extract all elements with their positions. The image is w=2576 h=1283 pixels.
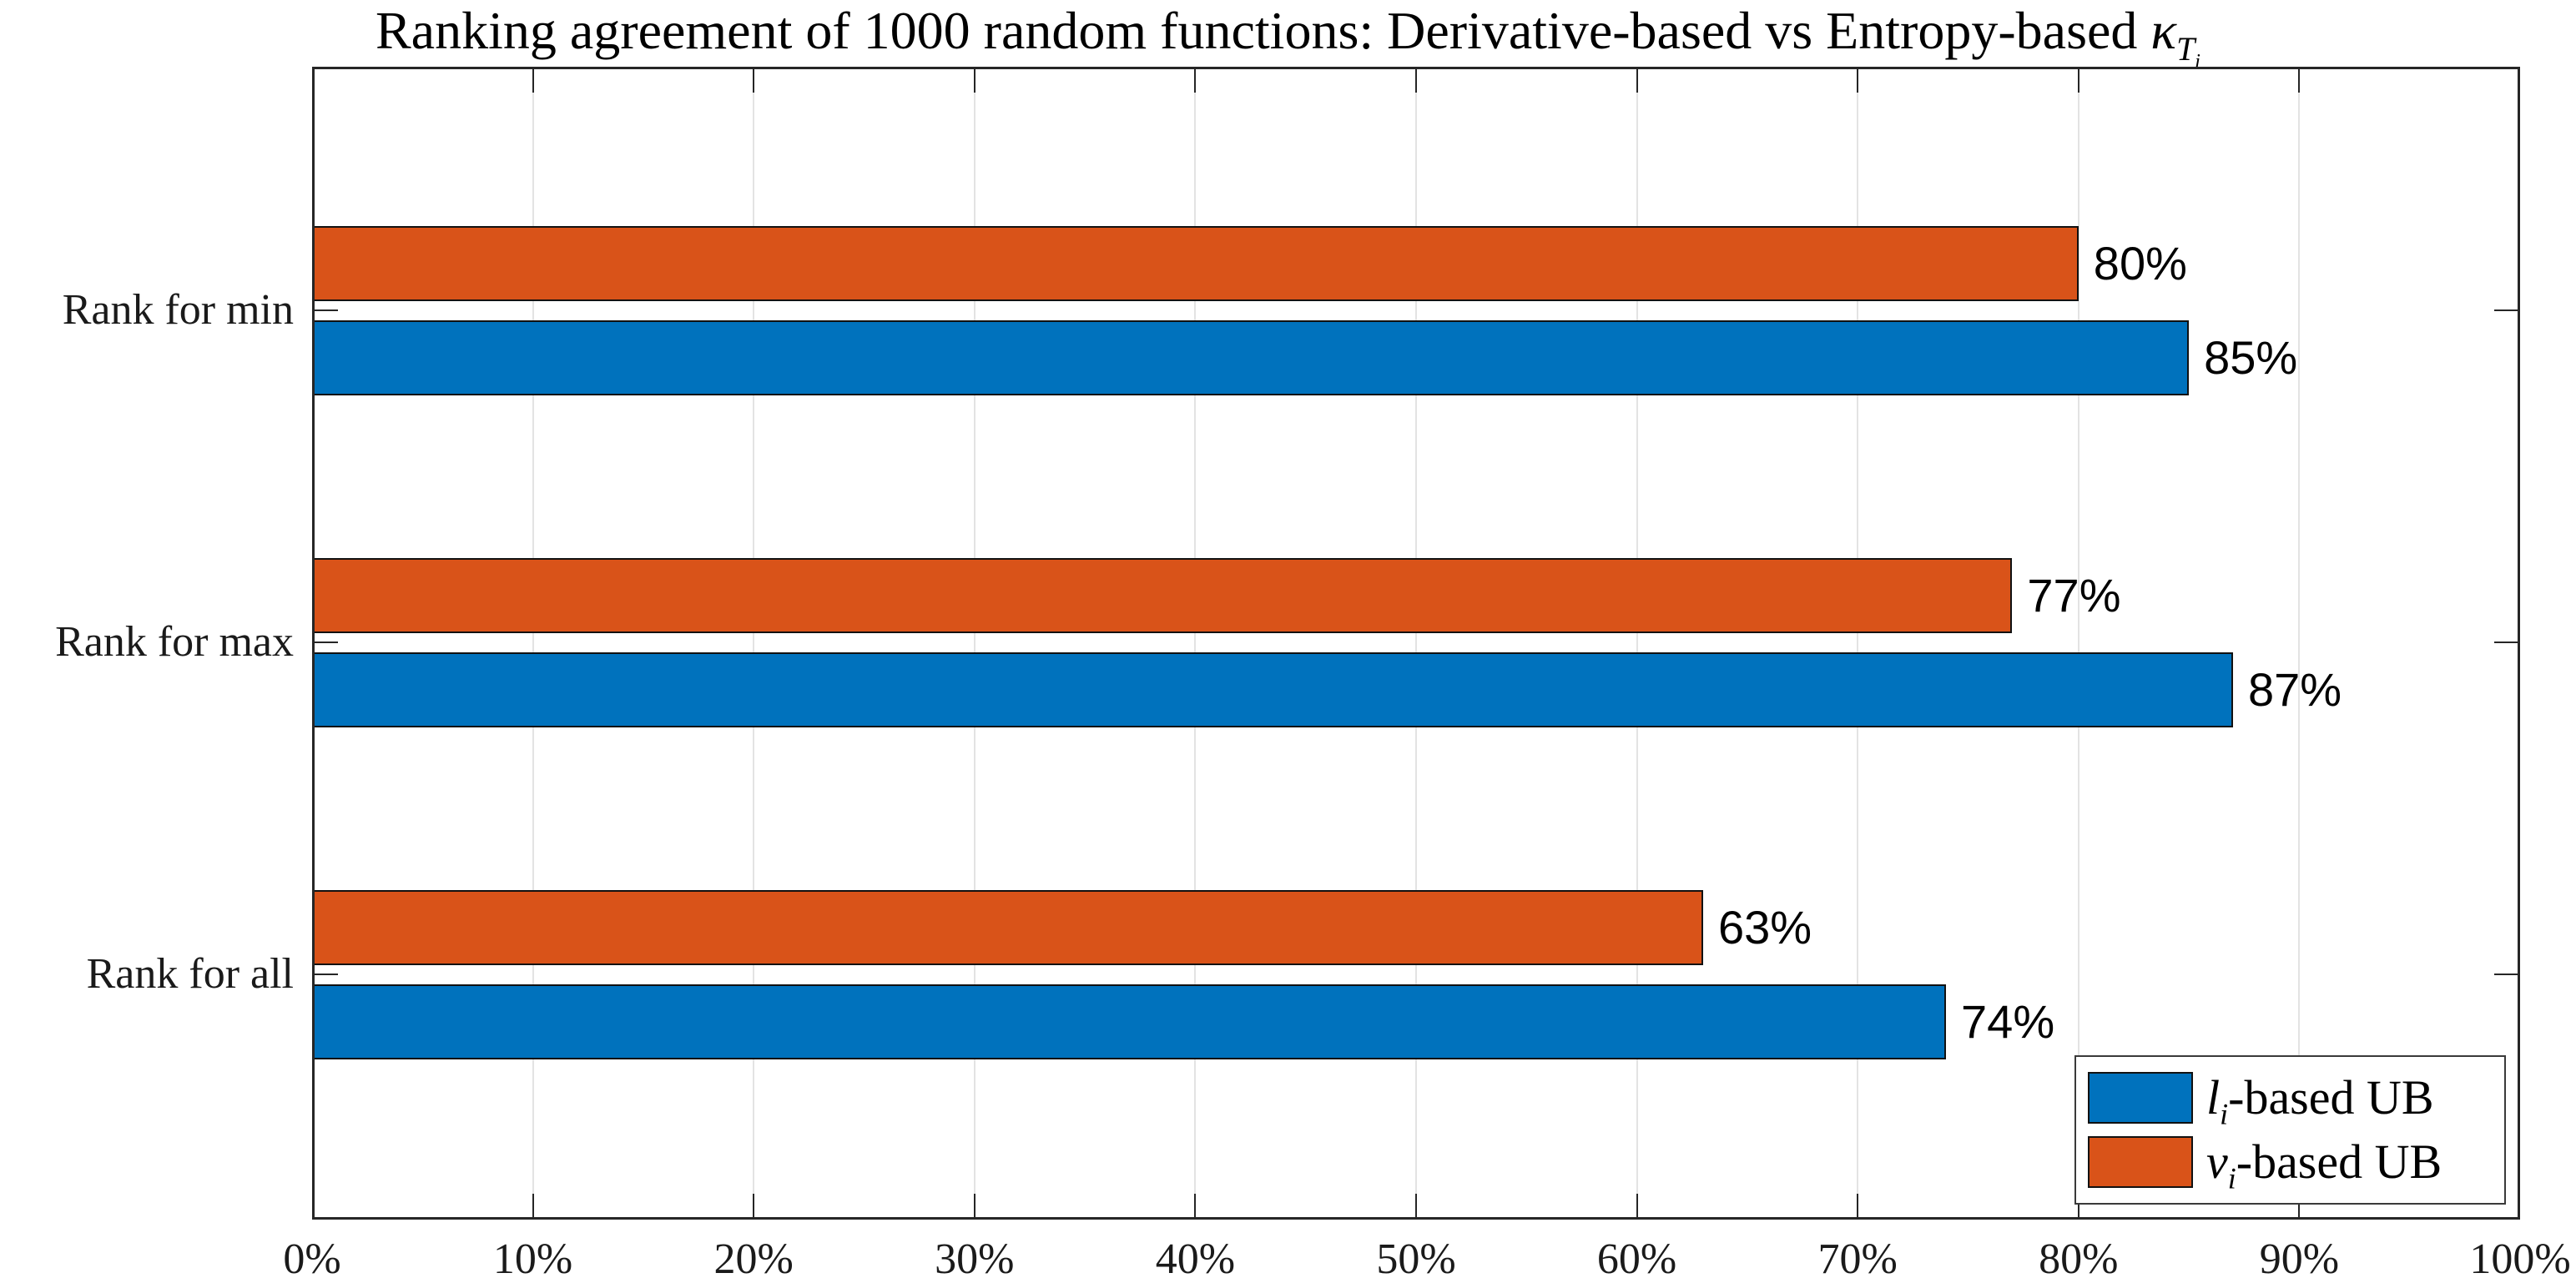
category-label: Rank for all [86,950,294,998]
value-label: 74% [1961,995,2055,1048]
legend-item-li-based-ub: li-based UB [2088,1070,2504,1131]
title-kappa-symbol: κ [2150,1,2177,60]
x-tick-label: 0% [283,1235,341,1283]
x-tick-label: 90% [2259,1235,2340,1283]
x-tick-top [2298,69,2301,93]
x-tick-label: 50% [1376,1235,1456,1283]
x-tick-top [753,69,755,93]
gridline [1194,69,1197,1217]
gridline [1415,69,1417,1217]
x-tick-top [2077,69,2079,93]
bar [312,558,2013,633]
legend-item-nu-based-ub: νi-based UB [2088,1134,2504,1195]
gridline [2077,69,2079,1217]
chart-title: Ranking agreement of 1000 random functio… [0,1,2576,71]
bar [312,984,1947,1059]
y-tick-right [2494,642,2518,643]
x-tick-label: 20% [713,1235,794,1283]
x-tick-bottom [1194,1194,1197,1217]
gridline [532,69,534,1217]
title-kappa-subscript: Ti [2176,30,2201,73]
title-text: Ranking agreement of 1000 random functio… [375,1,2151,60]
y-tick-right [2494,309,2518,311]
bar [312,890,1703,965]
x-tick-label: 30% [935,1235,1015,1283]
x-tick-label: 100% [2469,1235,2571,1283]
gridline [973,69,975,1217]
bar [312,320,2190,395]
bar [312,652,2234,727]
x-tick-bottom [1415,1194,1417,1217]
x-tick-bottom [2077,1194,2079,1217]
legend-swatch-nu [2088,1135,2193,1188]
y-tick-left [315,642,338,643]
value-label: 63% [1717,901,1812,953]
x-tick-label: 10% [492,1235,573,1283]
gridline [1857,69,1859,1217]
x-tick-label: 40% [1155,1235,1236,1283]
x-tick-top [973,69,975,93]
x-tick-bottom [2298,1194,2301,1217]
x-tick-bottom [1636,1194,1638,1217]
legend-label-li: li-based UB [2206,1070,2434,1131]
value-label: 87% [2248,663,2342,716]
x-tick-bottom [1857,1194,1859,1217]
x-tick-label: 60% [1596,1235,1677,1283]
x-tick-top [1415,69,1417,93]
gridline [753,69,755,1217]
value-label: 85% [2204,331,2298,384]
gridline [2298,69,2301,1217]
bar [312,226,2079,301]
value-label: 80% [2093,237,2187,289]
x-tick-top [1194,69,1197,93]
y-tick-right [2494,974,2518,975]
x-tick-bottom [532,1194,534,1217]
legend-label-nu: νi-based UB [2206,1134,2442,1195]
x-tick-top [532,69,534,93]
y-tick-left [315,974,338,975]
category-label: Rank for min [62,286,294,334]
category-label: Rank for max [55,618,294,666]
x-tick-bottom [973,1194,975,1217]
x-tick-bottom [753,1194,755,1217]
y-tick-left [315,309,338,311]
x-tick-top [1857,69,1859,93]
legend-swatch-li [2088,1072,2193,1125]
gridline [1636,69,1638,1217]
x-tick-top [1636,69,1638,93]
value-label: 77% [2027,569,2121,621]
x-tick-label: 70% [1817,1235,1898,1283]
legend: li-based UB νi-based UB [2074,1055,2506,1205]
x-tick-label: 80% [2039,1235,2119,1283]
